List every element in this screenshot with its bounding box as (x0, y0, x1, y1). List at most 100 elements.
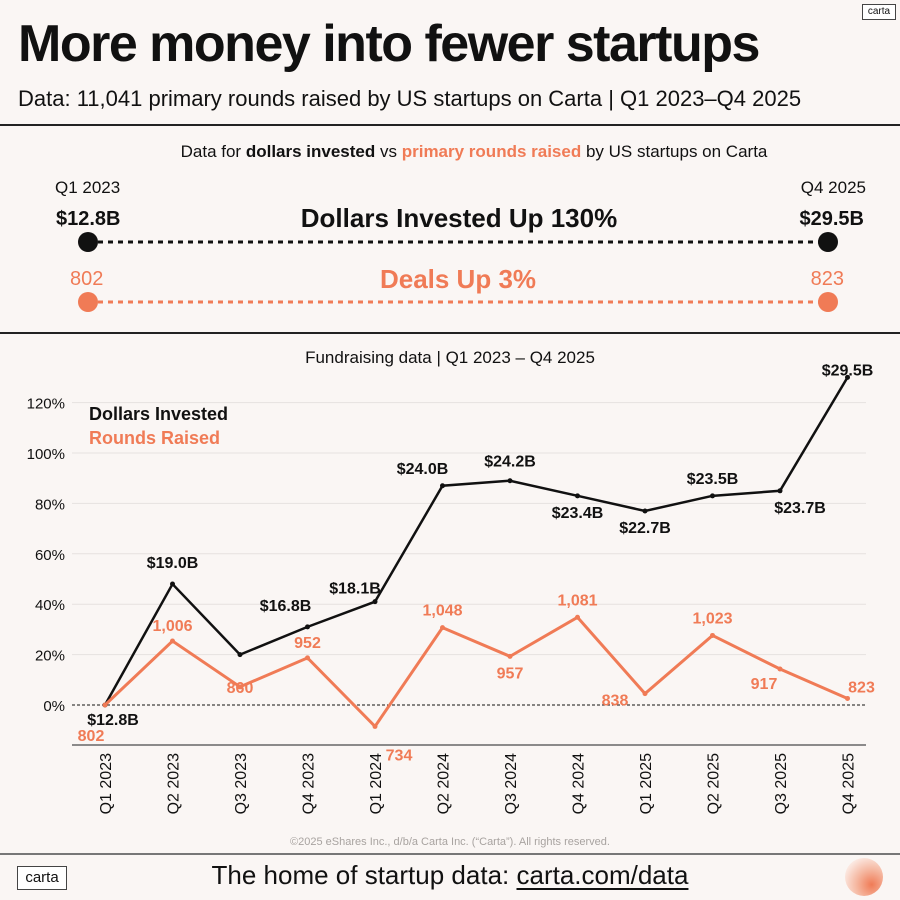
rounds-point (507, 653, 513, 659)
rounds-point (305, 655, 310, 661)
tagline-text: The home of startup data: (211, 860, 517, 890)
dollars-point (710, 493, 715, 499)
rounds-data-label: 917 (751, 676, 778, 693)
y-tick-label: 0% (43, 698, 65, 715)
dollars-data-label: $22.7B (619, 520, 671, 537)
dollars-data-label: $23.5B (687, 471, 739, 488)
dollars-data-label: $18.1B (329, 581, 381, 598)
rounds-point (237, 684, 243, 690)
dollars-end: $29.5B (799, 208, 865, 230)
dollars-point (372, 599, 378, 605)
deals-end: 823 (810, 268, 844, 290)
end-period: Q4 2025 (800, 178, 866, 197)
carta-badge-top: carta (862, 4, 896, 20)
footer-tagline: The home of startup data: carta.com/data (0, 860, 900, 891)
deals-start-dot (78, 292, 98, 312)
dollars-point (777, 488, 783, 494)
x-tick-label: Q1 2025 (638, 753, 655, 814)
rounds-point (710, 632, 715, 638)
caption-pre: Data for (180, 142, 246, 161)
x-tick-label: Q1 2023 (98, 753, 115, 814)
dollars-point (642, 508, 648, 514)
dollars-end-dot (818, 232, 838, 252)
dollars-start-dot (78, 232, 98, 252)
caption-post: by US startups on Carta (581, 142, 768, 161)
y-tick-label: 60% (35, 547, 65, 564)
x-tick-label: Q4 2023 (301, 753, 318, 814)
rounds-point (575, 614, 580, 620)
rounds-point (102, 702, 108, 708)
y-tick-label: 100% (27, 446, 65, 463)
dollars-point (440, 483, 445, 489)
caption-bold: dollars invested (245, 142, 376, 161)
rounds-data-label: 802 (78, 728, 105, 745)
dollars-data-label: $16.8B (260, 598, 312, 615)
deals-start: 802 (70, 268, 104, 290)
start-period: Q1 2023 (55, 178, 121, 197)
rounds-point (642, 691, 648, 697)
page-subtitle: Data: 11,041 primary rounds raised by US… (18, 86, 802, 111)
dollars-data-label: $23.4B (552, 505, 604, 522)
dollars-point (237, 652, 243, 658)
dollars-point (170, 581, 175, 587)
summary-divider (0, 332, 900, 334)
x-tick-label: Q4 2025 (841, 753, 858, 814)
legend-dollars: Dollars Invested (89, 404, 229, 424)
y-tick-label: 40% (35, 597, 65, 614)
dollars-point (845, 374, 850, 380)
dollars-data-label: $23.7B (774, 500, 826, 517)
header-divider (0, 124, 900, 126)
x-tick-label: Q3 2023 (233, 753, 250, 814)
y-tick-label: 20% (35, 648, 65, 665)
rounds-data-label: 952 (294, 635, 321, 652)
x-tick-label: Q2 2023 (166, 753, 183, 814)
dollars-data-label: $29.5B (822, 362, 874, 379)
x-tick-label: Q3 2025 (773, 753, 790, 814)
rounds-data-label: 957 (497, 665, 524, 682)
dollars-data-label: $24.2B (484, 454, 536, 471)
copyright: ©2025 eShares Inc., d/b/a Carta Inc. (“C… (290, 836, 610, 848)
rounds-data-label: 734 (386, 747, 413, 764)
legend-rounds: Rounds Raised (89, 428, 221, 448)
rounds-point (170, 638, 175, 644)
dollars-start: $12.8B (56, 208, 121, 230)
dollars-headline: Dollars Invested Up 130% (300, 203, 618, 233)
rounds-data-label: 1,023 (692, 610, 732, 627)
rounds-point (372, 723, 378, 729)
x-tick-label: Q2 2025 (706, 753, 723, 814)
dollars-point (305, 624, 310, 630)
chart-title: Fundraising data | Q1 2023 – Q4 2025 (305, 348, 595, 367)
carta-data-link[interactable]: carta.com/data (516, 860, 689, 890)
rounds-data-label: 823 (848, 679, 875, 696)
dollars-data-label: $12.8B (87, 712, 139, 729)
deals-end-dot (818, 292, 838, 312)
carta-pie-logo-icon (845, 858, 883, 896)
rounds-data-label: 1,081 (557, 592, 597, 609)
x-tick-label: Q3 2024 (503, 753, 520, 814)
dollars-data-label: $19.0B (147, 555, 199, 572)
dollars-line (103, 376, 849, 706)
x-tick-label: Q1 2024 (368, 753, 385, 814)
dollars-data-label: $24.0B (397, 461, 449, 478)
rounds-line (103, 615, 849, 729)
rounds-data-label: 838 (602, 693, 629, 710)
x-tick-label: Q4 2024 (571, 753, 588, 814)
summary-connectors (78, 232, 838, 312)
carta-badge-footer: carta (17, 866, 67, 890)
rounds-point (440, 625, 445, 631)
caption-mid: vs (375, 142, 402, 161)
caption-orange: primary rounds raised (401, 142, 582, 161)
rounds-data-label: 1,006 (152, 618, 192, 635)
line-chart: 0% 20% 40% 60% 80% 100% 120% Q1 2023 Q2 2023 Q3 2… (27, 362, 875, 814)
x-tick-label: Q2 2024 (436, 753, 453, 814)
summary-caption: Data for dollars invested vs primary rou… (0, 142, 900, 162)
rounds-point (845, 695, 850, 701)
dollars-point (575, 493, 580, 499)
footer-divider (0, 853, 900, 855)
y-tick-label: 80% (35, 496, 65, 513)
deals-headline: Deals Up 3% (379, 264, 537, 294)
rounds-data-label: 860 (227, 680, 254, 697)
rounds-data-label: 1,048 (422, 603, 462, 620)
y-tick-label: 120% (27, 396, 65, 413)
page-title: More money into fewer startups (18, 15, 760, 73)
